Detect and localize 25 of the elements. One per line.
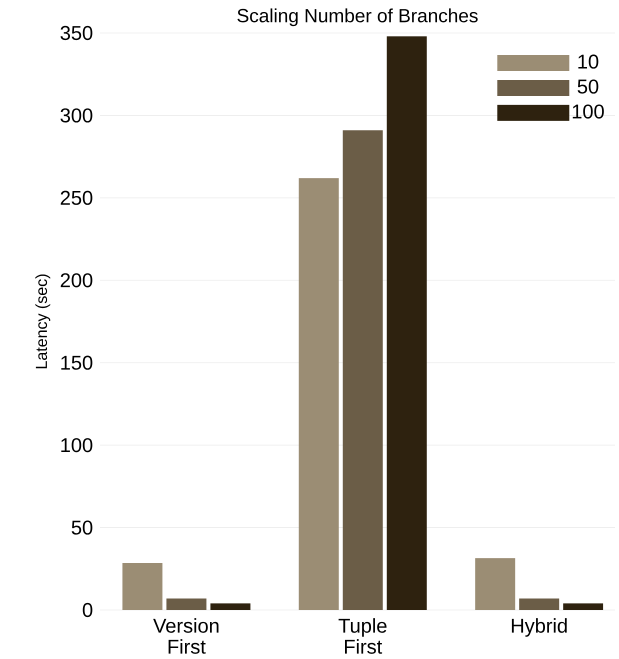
y-tick-label: 350: [60, 26, 92, 40]
bar: [122, 563, 162, 610]
bar: [210, 603, 250, 610]
chart-title: Scaling Number of Branches: [237, 8, 478, 26]
bar: [563, 603, 604, 610]
y-tick-label: 250: [60, 190, 92, 205]
y-tick-label: 50: [72, 520, 92, 535]
bar: [166, 598, 206, 610]
bar: [342, 130, 383, 610]
bar: [298, 178, 339, 610]
bar: [519, 598, 560, 610]
legend-label: 100: [572, 104, 604, 119]
y-tick-label: 0: [82, 602, 92, 618]
x-tick-label: Version First: [153, 618, 218, 654]
y-tick-label: 150: [61, 356, 92, 370]
y-tick-label: 200: [60, 273, 92, 288]
bar: [475, 558, 516, 610]
y-tick-label: 100: [61, 438, 92, 452]
y-axis-title: Latency (sec): [35, 274, 50, 368]
y-tick-label: 300: [60, 108, 92, 122]
legend-label: 10: [578, 54, 598, 69]
x-tick-label: Hybrid: [512, 618, 567, 637]
legend-label: 50: [578, 79, 598, 94]
x-tick-label: Tuple First: [338, 618, 387, 654]
bar: [386, 36, 427, 610]
